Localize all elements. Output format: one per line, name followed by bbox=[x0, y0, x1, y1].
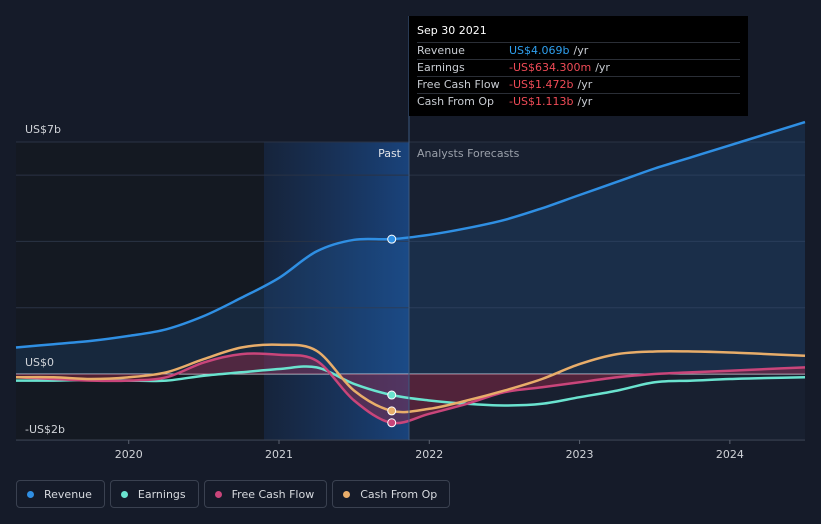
revenue-area bbox=[16, 122, 805, 374]
legend-label: Free Cash Flow bbox=[231, 487, 315, 501]
tooltip-row-free-cash-flow: Free Cash Flow -US$1.472b /yr bbox=[417, 76, 740, 93]
tooltip-label: Revenue bbox=[417, 44, 465, 57]
y-tick-label: US$0 bbox=[25, 356, 54, 369]
y-tick-label: US$7b bbox=[25, 123, 61, 136]
tooltip-value: -US$1.472b bbox=[509, 78, 574, 91]
x-tick-label: 2020 bbox=[115, 448, 143, 461]
cash-from-op-line bbox=[15, 343, 806, 414]
chart-area: Past Analysts Forecasts US$7b US$0 -US$2… bbox=[15, 16, 806, 461]
revenue-dot-icon bbox=[27, 490, 34, 498]
tooltip-value: -US$1.113b bbox=[509, 95, 574, 108]
tooltip-row-earnings: Earnings -US$634.300m /yr bbox=[417, 59, 740, 76]
free-cash-flow-marker bbox=[387, 418, 397, 428]
tooltip-label: Earnings bbox=[417, 61, 465, 74]
free-cash-flow-area bbox=[16, 353, 805, 424]
x-tick-label: 2023 bbox=[566, 448, 594, 461]
legend-item-free-cash-flow[interactable]: Free Cash Flow bbox=[203, 480, 328, 508]
tooltip-date: Sep 30 2021 bbox=[417, 24, 487, 37]
legend-label: Cash From Op bbox=[360, 487, 438, 501]
tooltip-label: Cash From Op bbox=[417, 95, 495, 108]
forecast-band bbox=[409, 142, 805, 440]
tooltip-unit: /yr bbox=[595, 61, 610, 74]
earnings-dot-icon bbox=[120, 490, 128, 498]
cash-from-op-marker bbox=[387, 406, 397, 416]
chart-legend: Revenue Earnings Free Cash Flow Cash Fro… bbox=[16, 480, 451, 508]
past-label: Past bbox=[378, 147, 402, 160]
tooltip-row-revenue: Revenue US$4.069b /yr bbox=[417, 42, 740, 59]
tooltip-unit: /yr bbox=[577, 95, 593, 108]
forecast-label: Analysts Forecasts bbox=[417, 147, 520, 160]
revenue-marker bbox=[387, 234, 397, 244]
x-tick-label: 2021 bbox=[265, 448, 293, 461]
legend-label: Revenue bbox=[44, 487, 92, 501]
earnings-marker bbox=[387, 390, 397, 400]
free-cash-flow-line bbox=[15, 352, 806, 425]
legend-item-revenue[interactable]: Revenue bbox=[16, 480, 105, 508]
legend-item-earnings[interactable]: Earnings bbox=[109, 480, 199, 508]
tooltip-label: Free Cash Flow bbox=[417, 78, 500, 91]
tooltip-unit: /yr bbox=[577, 78, 593, 91]
tooltip-row-cash-from-op: Cash From Op -US$1.113b /yr bbox=[417, 93, 740, 110]
y-tick-label: -US$2b bbox=[25, 423, 65, 436]
legend-label: Earnings bbox=[137, 487, 186, 501]
legend-item-cash-from-op[interactable]: Cash From Op bbox=[332, 480, 451, 508]
x-tick-label: 2024 bbox=[716, 448, 744, 461]
revenue-line bbox=[15, 120, 806, 349]
x-tick-label: 2022 bbox=[415, 448, 443, 461]
cash-from-op-dot-icon bbox=[343, 490, 351, 498]
free-cash-flow-dot-icon bbox=[214, 490, 222, 498]
past-highlight-band bbox=[264, 142, 409, 440]
early-past-band bbox=[16, 142, 264, 440]
tooltip-unit: /yr bbox=[573, 44, 589, 57]
data-tooltip: Sep 30 2021 Revenue US$4.069b /yr Earnin… bbox=[409, 16, 748, 116]
tooltip-value: US$4.069b bbox=[509, 44, 570, 57]
tooltip-value: -US$634.300m bbox=[509, 61, 592, 74]
